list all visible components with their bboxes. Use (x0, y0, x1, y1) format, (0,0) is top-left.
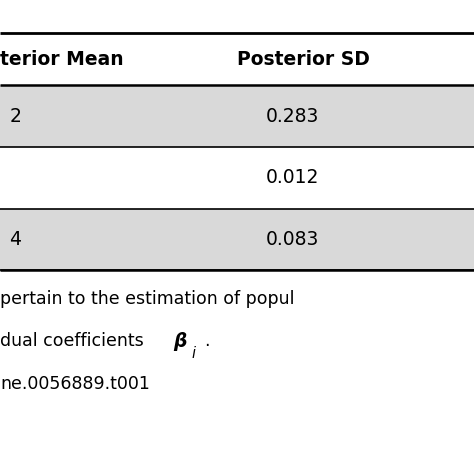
Bar (0, 85, 474, 147)
Text: terior Mean: terior Mean (0, 50, 124, 69)
Text: Posterior SD: Posterior SD (237, 50, 370, 69)
Bar (0, 209, 474, 270)
Text: dual coefficients: dual coefficients (0, 332, 149, 350)
Text: 0.012: 0.012 (265, 168, 319, 187)
Text: 4: 4 (9, 230, 21, 249)
Text: ne.0056889.t001: ne.0056889.t001 (0, 375, 150, 393)
Text: β: β (173, 332, 186, 351)
Text: 2: 2 (9, 107, 21, 126)
Text: i: i (192, 346, 196, 361)
Text: pertain to the estimation of popul: pertain to the estimation of popul (0, 290, 294, 308)
Text: 0.283: 0.283 (265, 107, 319, 126)
Text: .: . (204, 332, 210, 350)
Text: 0.083: 0.083 (265, 230, 319, 249)
